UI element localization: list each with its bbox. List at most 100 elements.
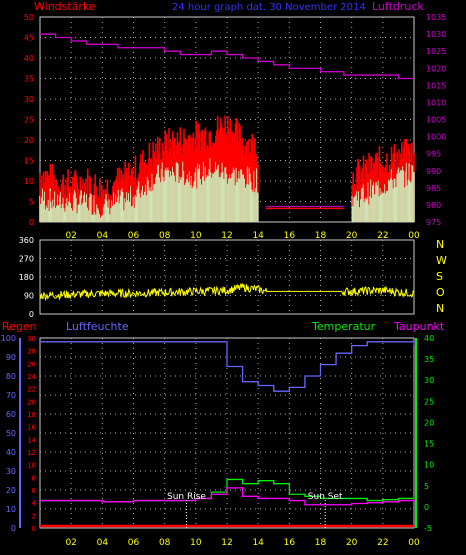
wind-y-tick: 15: [24, 157, 34, 166]
pressure-y-tick: 1020: [426, 64, 446, 73]
pressure-y-tick: 1030: [426, 30, 446, 39]
panel-frame-2: [39, 239, 415, 315]
humidity-y-tick: 10: [6, 505, 16, 514]
wind-x-tick: 00: [408, 231, 420, 241]
pressure-y-tick: 995: [426, 150, 441, 159]
temperature-y-tick: -5: [424, 524, 432, 533]
sunset-label: Sun Set: [308, 492, 343, 502]
wind-x-tick: 18: [315, 231, 327, 241]
humidity-y-tick: 80: [6, 372, 16, 381]
humidity-y-tick: 40: [6, 448, 16, 457]
wind-x-tick: 10: [190, 231, 202, 241]
wind-y-tick: 0: [29, 218, 34, 227]
pressure-y-tick: 1010: [426, 98, 446, 107]
temperature-axis-title: Temperatur: [311, 320, 376, 333]
direction-y-tick: 180: [19, 273, 34, 282]
rain-y-tick: 22: [27, 386, 36, 394]
compass-w: W: [436, 254, 447, 267]
dewpoint-series-line: [40, 487, 415, 506]
climate-x-tick: 04: [97, 538, 109, 548]
compass-n-bottom: N: [436, 302, 444, 315]
humidity-y-tick: 90: [6, 353, 16, 362]
wind-x-tick: 16: [284, 231, 296, 241]
direction-y-tick: 0: [29, 310, 34, 319]
humidity-y-tick: 70: [6, 391, 16, 400]
humidity-y-tick: 0: [11, 524, 16, 533]
wind-y-tick: 20: [24, 136, 34, 145]
rain-y-tick: 26: [27, 360, 36, 368]
climate-x-tick: 20: [346, 538, 358, 548]
rain-y-tick: 24: [27, 373, 36, 381]
climate-x-tick: 08: [159, 538, 171, 548]
wind-x-tick: 14: [252, 231, 264, 241]
pressure-y-tick: 1035: [426, 13, 446, 22]
pressure-y-tick: 1000: [426, 133, 446, 142]
climate-x-tick: 18: [315, 538, 327, 548]
pressure-axis-title: Luftdruck: [372, 0, 424, 13]
humidity-y-tick: 60: [6, 410, 16, 419]
pressure-y-tick: 975: [426, 218, 441, 227]
humidity-y-tick: 30: [6, 467, 16, 476]
temperature-y-tick: 40: [424, 334, 434, 343]
compass-o: O: [436, 286, 445, 299]
pressure-series-line: [40, 33, 414, 80]
wind-x-tick: 04: [97, 231, 109, 241]
wind-y-tick: 30: [24, 95, 34, 104]
temperature-y-tick: 30: [424, 376, 434, 385]
wind-x-tick: 22: [377, 231, 388, 241]
temperature-y-tick: 10: [424, 461, 434, 470]
rain-y-tick: 18: [27, 411, 36, 419]
direction-y-tick: 360: [19, 236, 34, 245]
rain-y-tick: 16: [27, 424, 36, 432]
pressure-y-tick: 980: [426, 201, 441, 210]
pressure-y-tick: 990: [426, 167, 441, 176]
climate-x-tick: 10: [190, 538, 202, 548]
humidity-series-line: [40, 341, 415, 392]
rain-y-tick: 6: [32, 487, 37, 495]
compass-s: S: [436, 270, 443, 283]
rain-axis-title: Regen: [2, 320, 37, 333]
pressure-y-tick: 1005: [426, 116, 446, 125]
climate-x-tick: 22: [377, 538, 388, 548]
rain-y-tick: 20: [27, 398, 36, 406]
climate-x-tick: 14: [252, 538, 264, 548]
rain-y-tick: 12: [27, 449, 36, 457]
direction-y-tick: 90: [24, 292, 34, 301]
pressure-y-tick: 1015: [426, 81, 446, 90]
direction-y-tick: 270: [19, 255, 34, 264]
rain-y-tick: 10: [27, 462, 36, 470]
chart-date-title: 24 hour graph dat. 30 November 2014: [172, 2, 366, 13]
wind-x-tick: 08: [159, 231, 171, 241]
wind-x-tick: 12: [221, 231, 232, 241]
temperature-y-tick: 25: [424, 397, 434, 406]
rain-y-tick: 14: [27, 436, 36, 444]
humidity-y-tick: 100: [1, 334, 16, 343]
wind-x-tick: 20: [346, 231, 358, 241]
wind-axis-title: Windstärke: [34, 0, 96, 13]
compass-n-top: N: [436, 238, 444, 251]
wind-y-tick: 10: [24, 177, 34, 186]
temperature-y-tick: 0: [424, 503, 429, 512]
rain-y-tick: 0: [32, 525, 36, 533]
climate-x-tick: 12: [221, 538, 232, 548]
chart-layer: 0510152025303540455097598098599099510001…: [1, 13, 447, 548]
wind-y-tick: 5: [29, 198, 34, 207]
wind-y-tick: 35: [24, 75, 34, 84]
temperature-y-tick: 15: [424, 440, 434, 449]
dewpoint-axis-title: Taupunkt: [393, 320, 445, 333]
temperature-y-tick: 20: [424, 418, 434, 427]
rain-y-tick: 4: [32, 500, 37, 508]
humidity-y-tick: 50: [6, 429, 16, 438]
climate-x-tick: 16: [284, 538, 296, 548]
rain-y-tick: 30: [27, 335, 36, 343]
temperature-y-tick: 5: [424, 482, 429, 491]
climate-x-tick: 02: [65, 538, 76, 548]
wind-y-tick: 45: [24, 34, 34, 43]
pressure-y-tick: 1025: [426, 47, 446, 56]
climate-x-tick: 00: [408, 538, 420, 548]
pressure-y-tick: 985: [426, 184, 441, 193]
rain-y-tick: 28: [27, 348, 36, 356]
wind-y-tick: 50: [24, 13, 34, 22]
wind-y-tick: 40: [24, 54, 34, 63]
rain-y-tick: 8: [32, 474, 36, 482]
